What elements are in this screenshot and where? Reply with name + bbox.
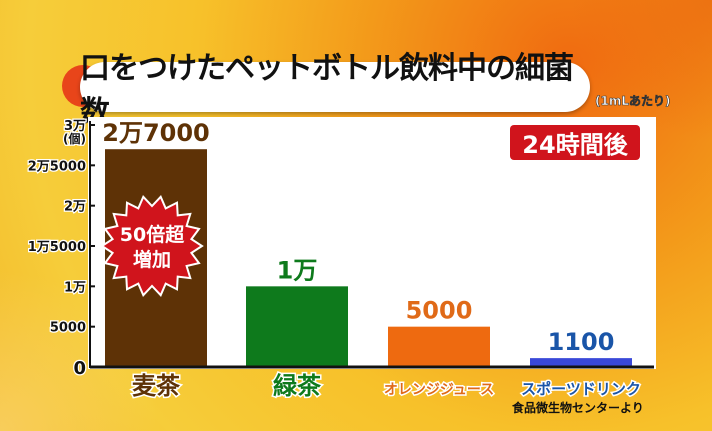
time-badge: 24時間後	[510, 125, 640, 160]
bar	[388, 326, 490, 367]
y-tick-label: 1万5000	[28, 240, 86, 255]
category-label: 緑茶	[273, 372, 322, 400]
data-label: 2万7000	[102, 119, 210, 147]
starburst-icon	[100, 195, 204, 297]
category-label: 麦茶	[132, 372, 181, 400]
bar	[530, 358, 632, 367]
data-label: 1100	[548, 328, 615, 356]
source-note: 食品微生物センターより	[512, 401, 644, 415]
y-tick-label: 3万	[64, 119, 86, 134]
category-label: オレンジジュース	[384, 382, 494, 398]
data-label: 5000	[406, 297, 473, 325]
y-tick-label: 0	[73, 358, 86, 379]
unit-note: (1mLあたり)	[595, 94, 671, 109]
y-axis-unit: (個)	[63, 131, 86, 146]
y-tick-label: 5000	[50, 321, 86, 336]
bar	[246, 286, 348, 367]
y-tick-label: 1万	[64, 280, 86, 295]
burst-text: 50倍超	[120, 223, 185, 246]
data-label: 1万	[277, 256, 318, 284]
category-label: スポーツドリンク	[521, 380, 641, 398]
burst-text: 増加	[133, 248, 171, 271]
y-tick-label: 2万	[64, 200, 86, 215]
y-tick-label: 2万5000	[28, 159, 86, 174]
